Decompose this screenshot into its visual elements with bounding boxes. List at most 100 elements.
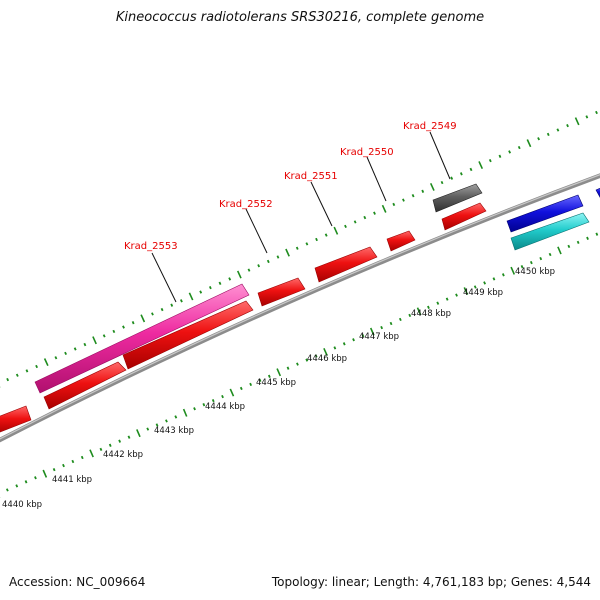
inner-ruler-minor-tick <box>520 265 524 269</box>
inner-ruler-minor-tick <box>445 297 449 301</box>
outer-ruler-major-tick <box>285 248 290 257</box>
outer-ruler-minor-tick <box>64 351 68 355</box>
gene-red-6[interactable] <box>386 230 416 252</box>
inner-ruler-minor-tick <box>314 354 318 358</box>
inner-ruler-minor-tick <box>267 374 271 378</box>
kbp-label-4447: 4447 kbp <box>359 332 399 342</box>
gene-red-3[interactable] <box>122 300 254 370</box>
inner-ruler-major-tick <box>182 408 188 417</box>
gene-krad-2549[interactable] <box>432 183 483 213</box>
gene-krad-2553[interactable] <box>34 283 250 394</box>
kbp-label-4442: 4442 kbp <box>103 450 143 460</box>
outer-ruler-minor-tick <box>179 299 183 303</box>
outer-ruler-major-tick <box>526 139 532 148</box>
outer-ruler-minor-tick <box>228 277 232 281</box>
outer-ruler-minor-tick <box>344 224 347 228</box>
gene-labels: Krad_2553 Krad_2552 Krad_2551 Krad_2550 … <box>124 121 457 252</box>
gene-label-krad-2552: Krad_2552 <box>219 199 273 210</box>
kbp-labels: 4440 kbp 4441 kbp 4442 kbp 4443 kbp 4444… <box>2 267 555 510</box>
outer-ruler-major-tick <box>478 161 484 170</box>
inner-ruler-minor-tick <box>455 293 458 297</box>
outer-ruler-minor-tick <box>83 342 87 347</box>
gene-red-2[interactable] <box>43 361 127 410</box>
outer-ruler-minor-tick <box>440 180 444 185</box>
inner-ruler-minor-tick <box>193 407 196 411</box>
outer-ruler-minor-tick <box>411 194 415 198</box>
outer-ruler-minor-tick <box>151 312 154 316</box>
inner-ruler-minor-tick <box>155 423 159 427</box>
inner-ruler-minor-tick <box>202 403 206 407</box>
outer-ruler-minor-tick <box>450 176 454 180</box>
outer-ruler-minor-tick <box>35 364 39 369</box>
gene-red-5[interactable] <box>314 246 378 283</box>
inner-ruler-minor-tick <box>492 277 496 281</box>
inner-ruler-minor-tick <box>305 358 309 362</box>
inner-ruler-minor-tick <box>352 338 355 342</box>
gene-blue-2[interactable] <box>595 186 600 199</box>
inner-ruler-minor-tick <box>539 256 543 261</box>
inner-ruler-major-tick <box>510 266 516 275</box>
outer-ruler-major-tick <box>333 226 339 235</box>
gene-label-krad-2553: Krad_2553 <box>124 241 178 252</box>
kbp-label-4446: 4446 kbp <box>307 354 347 364</box>
outer-ruler-minor-tick <box>459 172 463 176</box>
outer-ruler-minor-tick <box>54 356 58 360</box>
gene-label-krad-2549: Krad_2549 <box>403 121 457 132</box>
outer-ruler-minor-tick <box>421 189 425 193</box>
inner-ruler-major-tick <box>463 287 469 296</box>
inner-ruler-major-tick <box>89 449 94 458</box>
kbp-label-4443: 4443 kbp <box>154 426 194 436</box>
outer-ruler-minor-tick <box>257 264 261 268</box>
gene-red-4[interactable] <box>257 277 306 307</box>
outer-ruler-minor-tick <box>315 237 318 242</box>
outer-ruler-minor-tick <box>25 369 29 373</box>
inner-ruler-minor-tick <box>15 484 19 488</box>
outer-ruler-minor-tick <box>218 281 222 285</box>
outer-ruler-major-tick <box>140 314 146 323</box>
outer-ruler-minor-tick <box>266 259 270 264</box>
outer-ruler-minor-tick <box>112 329 116 334</box>
inner-ruler-minor-tick <box>483 281 487 285</box>
outer-ruler-minor-tick <box>363 215 367 220</box>
inner-ruler-minor-tick <box>389 321 393 326</box>
outer-ruler-minor-tick <box>122 325 125 329</box>
outer-ruler-minor-tick <box>199 290 203 294</box>
kbp-label-4445: 4445 kbp <box>256 378 296 388</box>
gene-red-7[interactable] <box>441 202 487 231</box>
outer-scale-ruler <box>0 110 598 388</box>
gene-features <box>0 183 600 434</box>
inner-ruler-minor-tick <box>5 488 9 492</box>
outer-ruler-major-tick <box>43 358 49 367</box>
outer-ruler-minor-tick <box>131 321 135 325</box>
gene-cyan-1[interactable] <box>510 212 590 251</box>
kbp-label-4440: 4440 kbp <box>2 500 42 510</box>
inner-ruler-minor-tick <box>221 394 224 399</box>
inner-ruler-minor-tick <box>567 244 571 249</box>
inner-ruler-major-tick <box>136 429 141 438</box>
inner-ruler-minor-tick <box>342 342 346 346</box>
outer-ruler-major-tick <box>236 270 242 279</box>
outer-ruler-minor-tick <box>247 268 251 272</box>
kbp-label-4449: 4449 kbp <box>463 288 503 298</box>
inner-ruler-minor-tick <box>62 463 65 468</box>
gene-red-left[interactable] <box>0 405 32 434</box>
inner-ruler-minor-tick <box>146 427 150 431</box>
kbp-label-4450: 4450 kbp <box>515 267 555 277</box>
outer-ruler-major-tick <box>92 336 97 345</box>
outer-ruler-minor-tick <box>170 303 174 307</box>
outer-ruler-minor-tick <box>373 211 376 215</box>
accession-text: Accession: NC_009664 <box>9 575 146 589</box>
outer-ruler-minor-tick <box>537 137 541 141</box>
leader-krad-2550 <box>366 156 387 202</box>
inner-ruler-minor-tick <box>108 443 112 447</box>
inner-ruler-major-tick <box>557 246 562 255</box>
outer-ruler-minor-tick <box>402 198 405 202</box>
genome-backbone-highlight <box>0 174 600 440</box>
inner-ruler-minor-tick <box>258 378 262 382</box>
gene-blue-1[interactable] <box>506 194 584 233</box>
inner-ruler-major-tick <box>416 307 422 316</box>
inner-ruler-minor-tick <box>548 252 552 257</box>
inner-ruler-minor-tick <box>501 273 505 277</box>
outer-ruler-minor-tick <box>469 167 473 172</box>
gene-label-krad-2551: Krad_2551 <box>284 171 338 182</box>
